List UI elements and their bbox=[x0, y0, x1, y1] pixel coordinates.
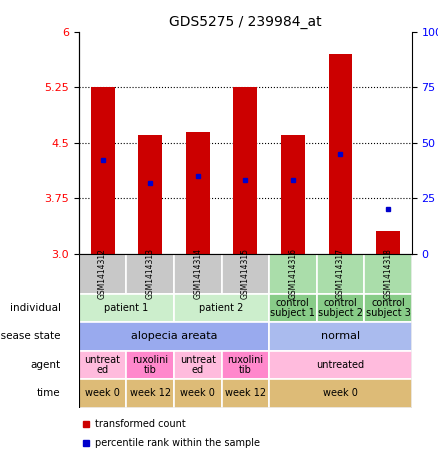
Text: patient 2: patient 2 bbox=[199, 303, 244, 313]
Text: control
subject 1: control subject 1 bbox=[270, 298, 315, 318]
Bar bbox=[127, 351, 174, 379]
Bar bbox=[79, 254, 127, 294]
Text: untreat
ed: untreat ed bbox=[180, 355, 216, 376]
Bar bbox=[91, 87, 114, 254]
Bar bbox=[127, 379, 174, 408]
Bar bbox=[79, 294, 174, 322]
Bar bbox=[269, 351, 412, 379]
Bar bbox=[328, 54, 352, 254]
Bar bbox=[222, 379, 269, 408]
Bar bbox=[138, 135, 162, 254]
Text: time: time bbox=[37, 389, 61, 399]
Bar bbox=[79, 351, 127, 379]
Text: GSM1414318: GSM1414318 bbox=[383, 248, 392, 299]
Bar bbox=[79, 379, 127, 408]
Bar bbox=[174, 254, 222, 294]
Bar bbox=[269, 294, 317, 322]
Bar bbox=[364, 254, 412, 294]
Text: GSM1414316: GSM1414316 bbox=[288, 248, 297, 299]
Text: GSM1414312: GSM1414312 bbox=[98, 248, 107, 299]
Text: GSM1414313: GSM1414313 bbox=[146, 248, 155, 299]
Text: agent: agent bbox=[31, 360, 61, 370]
Bar bbox=[376, 231, 400, 254]
Text: week 12: week 12 bbox=[225, 389, 266, 399]
Bar bbox=[269, 254, 317, 294]
Text: patient 1: patient 1 bbox=[104, 303, 148, 313]
Text: disease state: disease state bbox=[0, 332, 61, 342]
Text: GSM1414315: GSM1414315 bbox=[241, 248, 250, 299]
Bar bbox=[281, 135, 305, 254]
Bar bbox=[79, 322, 269, 351]
Text: ruxolini
tib: ruxolini tib bbox=[132, 355, 168, 376]
Text: alopecia areata: alopecia areata bbox=[131, 332, 217, 342]
Bar bbox=[317, 294, 364, 322]
Text: GSM1414314: GSM1414314 bbox=[193, 248, 202, 299]
Text: control
subject 2: control subject 2 bbox=[318, 298, 363, 318]
Bar bbox=[269, 322, 412, 351]
Text: week 0: week 0 bbox=[85, 389, 120, 399]
Title: GDS5275 / 239984_at: GDS5275 / 239984_at bbox=[169, 15, 321, 29]
Bar bbox=[269, 379, 412, 408]
Text: ruxolini
tib: ruxolini tib bbox=[227, 355, 263, 376]
Bar bbox=[233, 87, 257, 254]
Bar bbox=[174, 379, 222, 408]
Text: week 0: week 0 bbox=[323, 389, 358, 399]
Text: week 12: week 12 bbox=[130, 389, 171, 399]
Text: control
subject 3: control subject 3 bbox=[365, 298, 410, 318]
Text: week 0: week 0 bbox=[180, 389, 215, 399]
Bar bbox=[222, 351, 269, 379]
Text: normal: normal bbox=[321, 332, 360, 342]
Bar bbox=[222, 254, 269, 294]
Bar bbox=[127, 254, 174, 294]
Bar bbox=[174, 294, 269, 322]
Text: percentile rank within the sample: percentile rank within the sample bbox=[95, 438, 261, 448]
Bar bbox=[174, 351, 222, 379]
Text: individual: individual bbox=[10, 303, 61, 313]
Bar bbox=[364, 294, 412, 322]
Text: untreat
ed: untreat ed bbox=[85, 355, 120, 376]
Text: transformed count: transformed count bbox=[95, 419, 186, 429]
Text: untreated: untreated bbox=[316, 360, 364, 370]
Text: GSM1414317: GSM1414317 bbox=[336, 248, 345, 299]
Bar bbox=[317, 254, 364, 294]
Bar bbox=[186, 131, 210, 254]
